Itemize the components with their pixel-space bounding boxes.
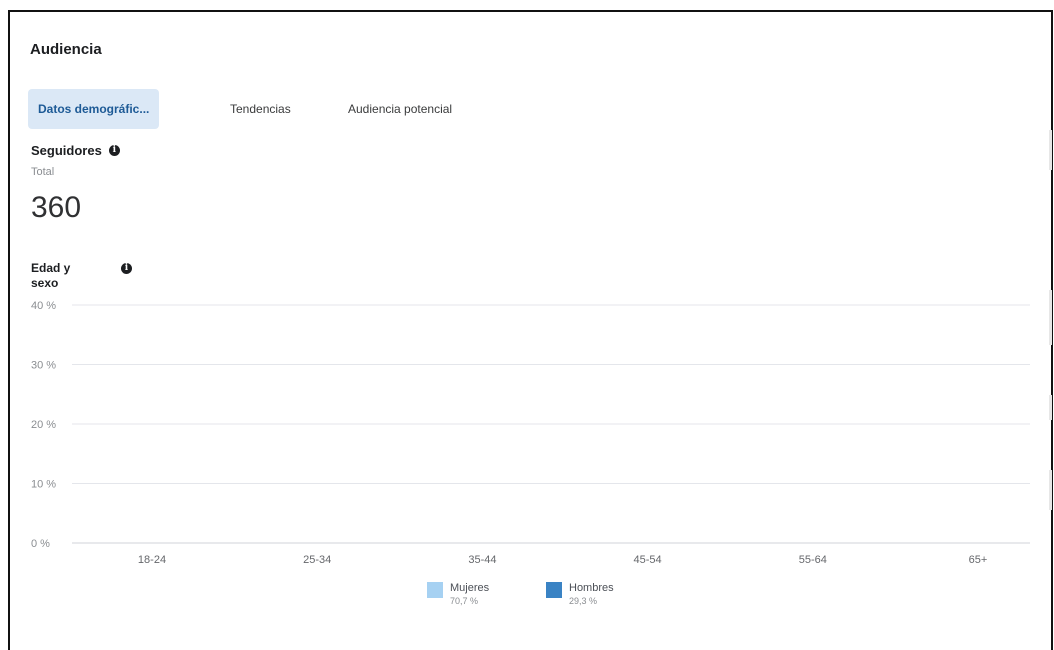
x-tick-label: 18-24 bbox=[138, 554, 166, 566]
legend-value: 29,3 % bbox=[569, 596, 598, 606]
x-tick-label: 65+ bbox=[969, 554, 988, 566]
total-label: Total bbox=[31, 166, 55, 178]
age-sex-title: Edad y sexo bbox=[31, 261, 71, 290]
followers-total-value: 360 bbox=[31, 191, 82, 224]
legend-value: 70,7 % bbox=[450, 596, 479, 606]
right-edge-mark bbox=[1049, 290, 1052, 345]
tab-trends[interactable]: Tendencias bbox=[230, 102, 291, 116]
x-tick-label: 55-64 bbox=[799, 554, 827, 566]
tab-potential-audience[interactable]: Audiencia potencial bbox=[348, 102, 453, 116]
tab-demographics[interactable]: Datos demográfic... bbox=[28, 89, 160, 129]
y-tick-label: 10 % bbox=[31, 479, 56, 491]
legend-label: Mujeres bbox=[450, 582, 490, 594]
panel-title: Audiencia bbox=[30, 41, 102, 58]
audience-panel bbox=[8, 10, 1053, 650]
y-tick-label: 30 % bbox=[31, 360, 56, 372]
x-tick-label: 35-44 bbox=[468, 554, 496, 566]
x-tick-label: 45-54 bbox=[634, 554, 662, 566]
y-tick-label: 20 % bbox=[31, 419, 56, 431]
legend-item-women[interactable]: Mujeres 70,7 % bbox=[427, 581, 489, 608]
x-tick-label: 25-34 bbox=[303, 554, 331, 566]
legend-item-men[interactable]: Hombres 29,3 % bbox=[546, 581, 614, 608]
followers-title: Seguidores bbox=[31, 143, 102, 158]
y-tick-label: 0 % bbox=[31, 538, 50, 550]
legend-swatch-men bbox=[546, 582, 562, 598]
right-edge-mark bbox=[1049, 395, 1052, 420]
legend-swatch-women bbox=[427, 582, 443, 598]
info-icon[interactable]: i bbox=[108, 145, 120, 156]
y-tick-label: 40 % bbox=[31, 300, 56, 312]
right-edge-mark bbox=[1049, 130, 1052, 170]
followers-heading: Seguidores i bbox=[31, 143, 120, 158]
info-icon[interactable]: i bbox=[121, 263, 132, 274]
legend-label: Hombres bbox=[569, 582, 614, 594]
right-edge-mark bbox=[1049, 470, 1052, 510]
age-sex-chart: 0 % 10 % 20 % 30 % 40 % 18-24 25-34 35-44 45-54 5… bbox=[31, 300, 1030, 566]
